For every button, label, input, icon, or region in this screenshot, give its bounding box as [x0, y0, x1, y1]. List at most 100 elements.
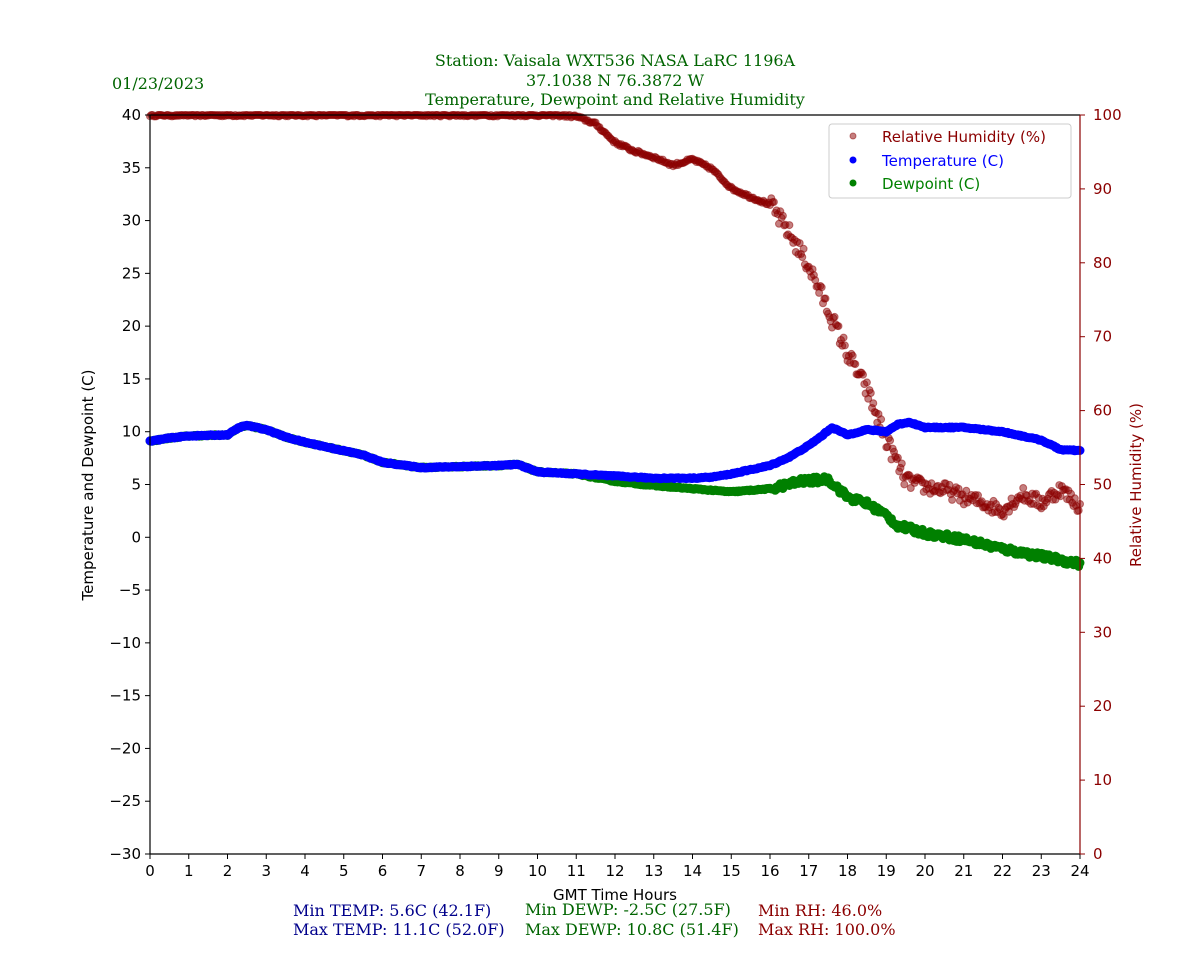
y-tick-label: 5	[131, 476, 141, 494]
legend-box	[828, 123, 1072, 199]
x-tick-label: 8	[455, 862, 465, 880]
legend-temperature-label: Temperature (C)	[881, 152, 1004, 170]
stat-max-rh: Max RH: 100.0%	[758, 920, 896, 939]
x-tick-label: 5	[339, 862, 349, 880]
x-tick-label: 13	[644, 862, 663, 880]
x-tick-label: 18	[838, 862, 857, 880]
y2-tick-label: 0	[1093, 845, 1103, 863]
y-axis-right-label: Relative Humidity (%)	[1127, 403, 1145, 567]
y-axis-left-ticks: 40 35 30 25 20 15 10 5 0 −5 −10 −15 −20 −25 −30	[109, 106, 150, 863]
x-tick-label: 17	[799, 862, 818, 880]
rh-point	[974, 491, 982, 500]
y-tick-label: 30	[122, 212, 141, 230]
legend-dewpoint-marker	[849, 179, 857, 187]
rh-point	[851, 360, 860, 369]
x-tick-label: 21	[954, 862, 973, 880]
rh-point	[962, 486, 971, 495]
stat-min-dewp: Min DEWP: -2.5C (27.5F)	[525, 900, 731, 919]
title-station: Station: Vaisala WXT536 NASA LaRC 1196A	[435, 51, 796, 70]
x-tick-label: 7	[416, 862, 426, 880]
rh-point	[866, 389, 875, 397]
x-tick-label: 16	[760, 862, 779, 880]
stat-max-dewp: Max DEWP: 10.8C (51.4F)	[525, 920, 739, 939]
y-axis-left-label: Temperature and Dewpoint (C)	[79, 369, 97, 601]
rh-point	[821, 294, 830, 303]
rh-point	[877, 415, 886, 424]
y-tick-label: −10	[109, 634, 141, 652]
y-tick-label: −20	[109, 739, 141, 757]
x-tick-label: 19	[877, 862, 896, 880]
y-tick-label: −30	[109, 845, 141, 863]
rh-point	[785, 221, 794, 230]
rh-point	[817, 283, 826, 292]
y2-tick-label: 40	[1093, 549, 1112, 567]
x-tick-label: 23	[1032, 862, 1051, 880]
x-tick-label: 24	[1070, 862, 1089, 880]
rh-point	[897, 459, 906, 468]
stat-max-temp: Max TEMP: 11.1C (52.0F)	[293, 920, 505, 939]
rh-point	[1070, 494, 1079, 503]
legend-rh-label: Relative Humidity (%)	[882, 128, 1046, 146]
y-tick-label: 0	[131, 528, 141, 546]
rh-point	[999, 512, 1008, 521]
y2-tick-label: 10	[1093, 771, 1112, 789]
legend: Relative Humidity (%) Temperature (C) De…	[828, 123, 1072, 199]
x-tick-label: 12	[605, 862, 624, 880]
stat-min-rh: Min RH: 46.0%	[758, 901, 882, 920]
x-axis-label: GMT Time Hours	[553, 886, 677, 904]
series-temperature	[145, 417, 1085, 484]
x-tick-label: 3	[261, 862, 271, 880]
y-tick-label: 35	[122, 159, 141, 177]
x-tick-label: 9	[494, 862, 504, 880]
rh-point	[893, 453, 902, 462]
x-tick-label: 2	[223, 862, 233, 880]
rh-point	[795, 239, 804, 248]
rh-point	[798, 253, 807, 262]
chart-title: Temperature, Dewpoint and Relative Humid…	[425, 90, 805, 109]
x-tick-label: 15	[722, 862, 741, 880]
y2-tick-label: 20	[1093, 697, 1112, 715]
y2-tick-label: 80	[1093, 254, 1112, 272]
rh-point	[886, 436, 895, 445]
rh-point	[900, 480, 909, 489]
legend-dewpoint-label: Dewpoint (C)	[882, 175, 980, 193]
x-tick-label: 0	[145, 862, 155, 880]
x-tick-label: 14	[683, 862, 702, 880]
rh-point	[839, 333, 848, 342]
y2-tick-label: 90	[1093, 180, 1112, 198]
y-tick-label: 10	[122, 423, 141, 441]
rh-point	[778, 211, 787, 220]
rh-point	[799, 244, 808, 253]
x-tick-label: 1	[184, 862, 194, 880]
stat-min-temp: Min TEMP: 5.6C (42.1F)	[293, 901, 491, 920]
rh-point	[862, 378, 871, 387]
rh-point	[840, 341, 849, 350]
y2-tick-label: 30	[1093, 623, 1112, 641]
y-tick-label: 20	[122, 317, 141, 335]
legend-rh-marker	[849, 132, 857, 140]
x-tick-label: 4	[300, 862, 310, 880]
rh-point	[1019, 484, 1028, 492]
legend-temperature-marker	[849, 156, 857, 164]
rh-point	[869, 399, 878, 408]
y-tick-label: −5	[119, 581, 141, 599]
rh-point	[834, 322, 843, 331]
y2-tick-label: 100	[1093, 106, 1122, 124]
y-tick-label: −25	[109, 792, 141, 810]
rh-point	[830, 312, 839, 321]
x-tick-label: 11	[567, 862, 586, 880]
y2-tick-label: 70	[1093, 328, 1112, 346]
rh-point	[769, 198, 778, 206]
x-tick-label: 6	[378, 862, 388, 880]
y-tick-label: 40	[122, 106, 141, 124]
date-label: 01/23/2023	[112, 74, 204, 93]
y-tick-label: 25	[122, 264, 141, 282]
rh-point	[948, 495, 957, 504]
y-tick-label: 15	[122, 370, 141, 388]
y2-tick-label: 50	[1093, 476, 1112, 494]
y2-tick-label: 60	[1093, 402, 1112, 420]
x-tick-label: 10	[528, 862, 547, 880]
x-tick-label: 20	[915, 862, 934, 880]
